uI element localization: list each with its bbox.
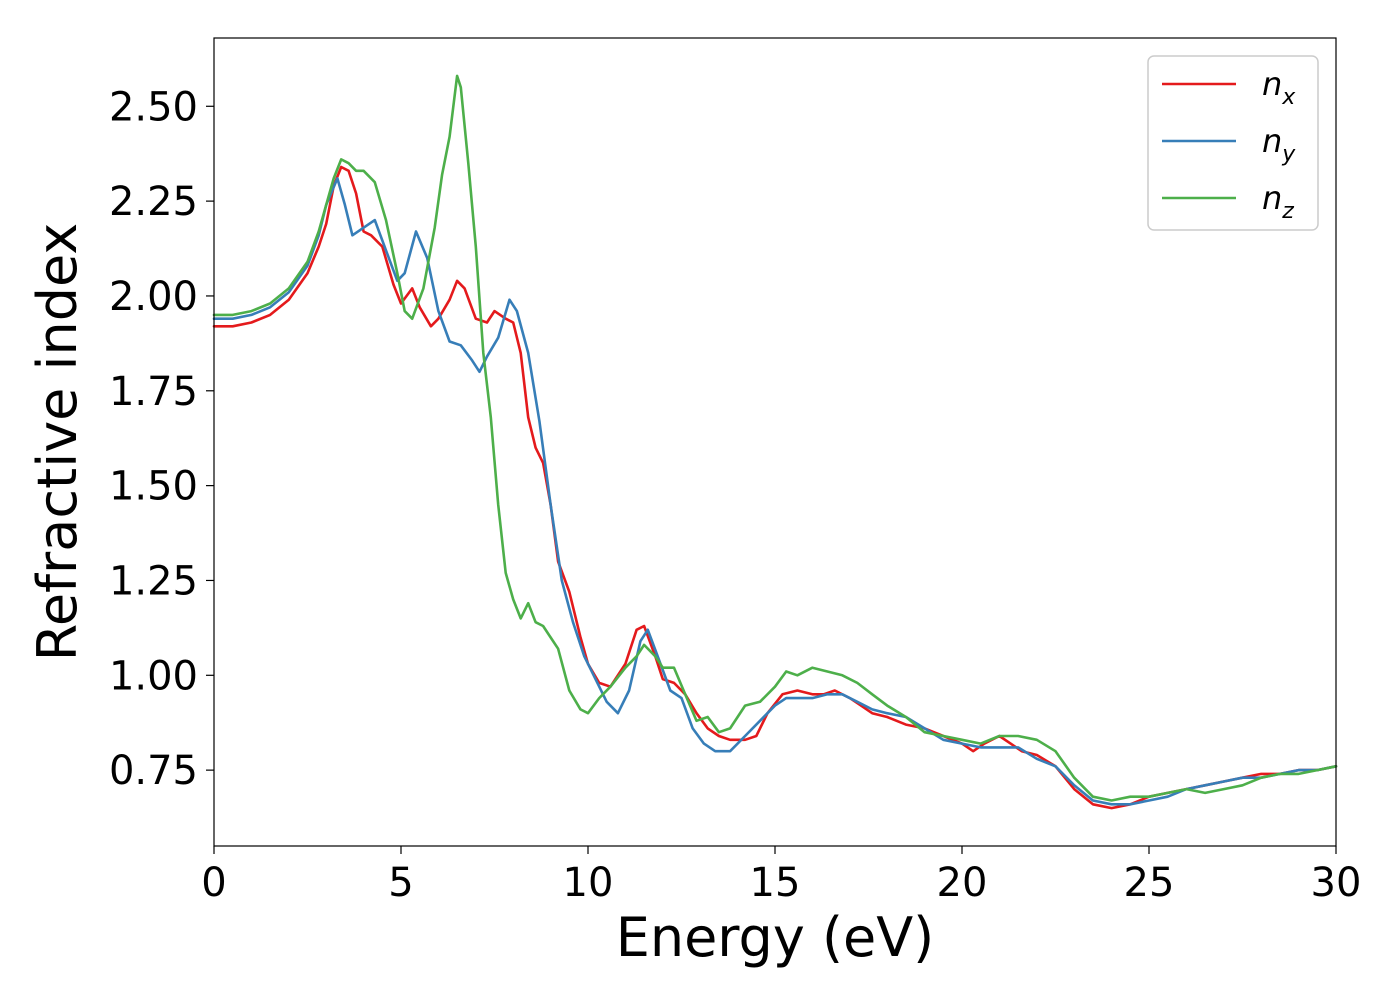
series-line-y	[212, 177, 1338, 806]
y-tick-label: 2.00	[109, 274, 198, 320]
x-tick-label: 15	[750, 860, 801, 906]
legend-label-subscript: y	[1281, 142, 1296, 167]
y-axis-title: Refractive index	[26, 223, 89, 662]
x-tick-label: 5	[388, 860, 413, 906]
legend-box	[1147, 55, 1319, 231]
x-tick-label: 0	[201, 860, 226, 906]
y-tick-label: 1.50	[109, 464, 198, 510]
legend-label-y: ny	[1262, 122, 1296, 167]
legend-label-subscript: z	[1281, 199, 1294, 224]
x-axis-title: Energy (eV)	[616, 906, 935, 969]
y-tick-label: 2.50	[109, 84, 198, 130]
x-tick-label: 30	[1311, 860, 1362, 906]
x-tick-label: 20	[937, 860, 988, 906]
legend-label-base: n	[1262, 65, 1282, 103]
y-tick-label: 0.75	[109, 748, 198, 794]
y-axis-ticks: 0.75 1.00 1.25 1.50 1.75 2.00 2.25 2.50	[109, 84, 214, 794]
series-layer	[212, 74, 1338, 810]
legend-label-base: n	[1262, 179, 1282, 217]
legend-label-z: nz	[1262, 179, 1294, 224]
x-axis-ticks: 0 5 10 15 20 25 30	[201, 846, 1361, 906]
legend-label-base: n	[1262, 122, 1282, 160]
x-tick-label: 10	[563, 860, 614, 906]
x-tick-label: 25	[1124, 860, 1175, 906]
y-tick-label: 2.25	[109, 179, 198, 225]
y-tick-label: 1.00	[109, 653, 198, 699]
legend-label-subscript: x	[1281, 85, 1296, 110]
y-tick-label: 1.25	[109, 558, 198, 604]
series-line-z	[212, 74, 1338, 802]
legend-label-x: nx	[1262, 65, 1296, 110]
y-tick-label: 1.75	[109, 369, 198, 415]
